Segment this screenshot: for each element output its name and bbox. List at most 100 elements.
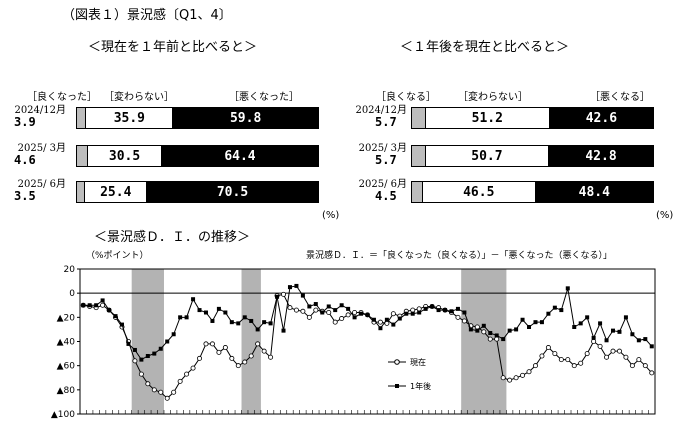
point-current	[197, 355, 203, 361]
point-future	[210, 318, 215, 323]
point-future	[203, 310, 208, 315]
point-future	[527, 325, 532, 329]
left-unit: (%)	[322, 210, 340, 221]
point-future	[488, 331, 493, 336]
point-future	[158, 346, 163, 351]
point-future	[436, 308, 441, 313]
point-current	[481, 329, 487, 335]
legend-marker-current	[394, 359, 400, 365]
stacked-bar: 50.7 42.8	[411, 145, 654, 167]
point-future	[623, 315, 628, 320]
point-current	[268, 354, 274, 360]
point-future	[313, 302, 318, 307]
y-tick-label: ▲100	[51, 410, 75, 420]
point-future	[294, 283, 299, 288]
point-current	[164, 395, 170, 401]
bar-segment-same: 46.5	[422, 182, 536, 202]
row-date-label: 2025/ 6月	[358, 179, 407, 190]
point-future	[113, 314, 118, 319]
point-future	[352, 315, 357, 320]
point-future	[617, 329, 622, 334]
row-good-value: 4.6	[14, 153, 36, 167]
point-future	[585, 315, 590, 320]
point-current	[578, 360, 584, 366]
bar-segment-good	[77, 182, 86, 202]
point-future	[145, 354, 150, 358]
point-future	[649, 344, 654, 349]
point-current	[390, 311, 396, 317]
point-current	[158, 389, 164, 395]
row-date-label: 2024/12月	[14, 105, 66, 116]
point-current	[287, 305, 293, 311]
point-current	[332, 319, 338, 325]
point-future	[255, 327, 260, 332]
point-future	[100, 298, 105, 303]
series-line-future	[83, 285, 653, 361]
point-current	[410, 307, 416, 313]
point-future	[501, 337, 506, 342]
bar-segment-bad: 64.4	[162, 146, 318, 166]
stacked-bar: 35.9 59.8	[76, 107, 319, 129]
point-current	[565, 357, 571, 363]
right-header-bad: ［悪くなる］	[590, 92, 650, 103]
point-future	[371, 317, 376, 322]
point-future	[365, 312, 370, 317]
point-future	[107, 308, 112, 313]
point-future	[249, 318, 254, 323]
point-current	[532, 363, 538, 369]
figure-title: （図表１）景況感〔Q1、4〕	[62, 8, 232, 23]
row-good-value: 3.5	[14, 189, 36, 203]
legend-label-future: 1年後	[410, 381, 431, 391]
bar-segment-bad: 59.8	[173, 108, 318, 128]
recession-band	[241, 269, 261, 414]
point-current	[604, 354, 610, 360]
point-current	[623, 354, 629, 360]
row-date-label: 2025/ 3月	[17, 143, 66, 154]
point-future	[533, 320, 538, 325]
point-current	[235, 363, 241, 369]
stacked-bar: 46.5 48.4	[411, 181, 654, 203]
point-current	[281, 291, 287, 297]
point-future	[242, 315, 247, 320]
point-current	[520, 372, 526, 378]
point-future	[87, 303, 92, 308]
point-current	[216, 349, 222, 355]
point-future	[378, 326, 383, 331]
point-current	[248, 353, 254, 359]
point-future	[229, 320, 234, 325]
point-current	[242, 359, 248, 365]
point-future	[546, 311, 551, 316]
row-good-value: 5.7	[375, 153, 397, 167]
point-current	[610, 348, 616, 354]
point-current	[100, 302, 106, 308]
point-future	[333, 308, 338, 313]
point-future	[643, 337, 648, 342]
point-current	[591, 338, 597, 344]
y-tick-label: ▲40	[57, 338, 76, 348]
point-future	[171, 332, 176, 337]
series-line-current	[83, 293, 653, 399]
point-future	[430, 304, 435, 309]
point-current	[132, 358, 138, 364]
point-current	[474, 324, 480, 330]
bar-segment-good	[412, 182, 423, 202]
bar-segment-bad: 42.6	[549, 108, 653, 128]
point-current	[222, 345, 228, 351]
point-current	[545, 345, 551, 351]
point-future	[184, 315, 189, 320]
point-future	[423, 306, 428, 311]
point-current	[151, 387, 157, 393]
point-current	[526, 369, 532, 375]
point-future	[268, 321, 273, 326]
point-current	[293, 307, 299, 313]
point-future	[384, 317, 389, 322]
left-header-good: ［良くなった］	[27, 92, 97, 103]
bar-segment-good	[77, 146, 89, 166]
point-future	[359, 311, 364, 316]
formula-label: 景況感Ｄ．Ｉ．＝「良くなった（良くなる）」－「悪くなった（悪くなる）」	[306, 249, 612, 261]
point-current	[649, 370, 655, 376]
point-future	[507, 328, 512, 333]
point-current	[513, 375, 519, 381]
point-future	[119, 322, 124, 327]
point-current	[616, 348, 622, 354]
